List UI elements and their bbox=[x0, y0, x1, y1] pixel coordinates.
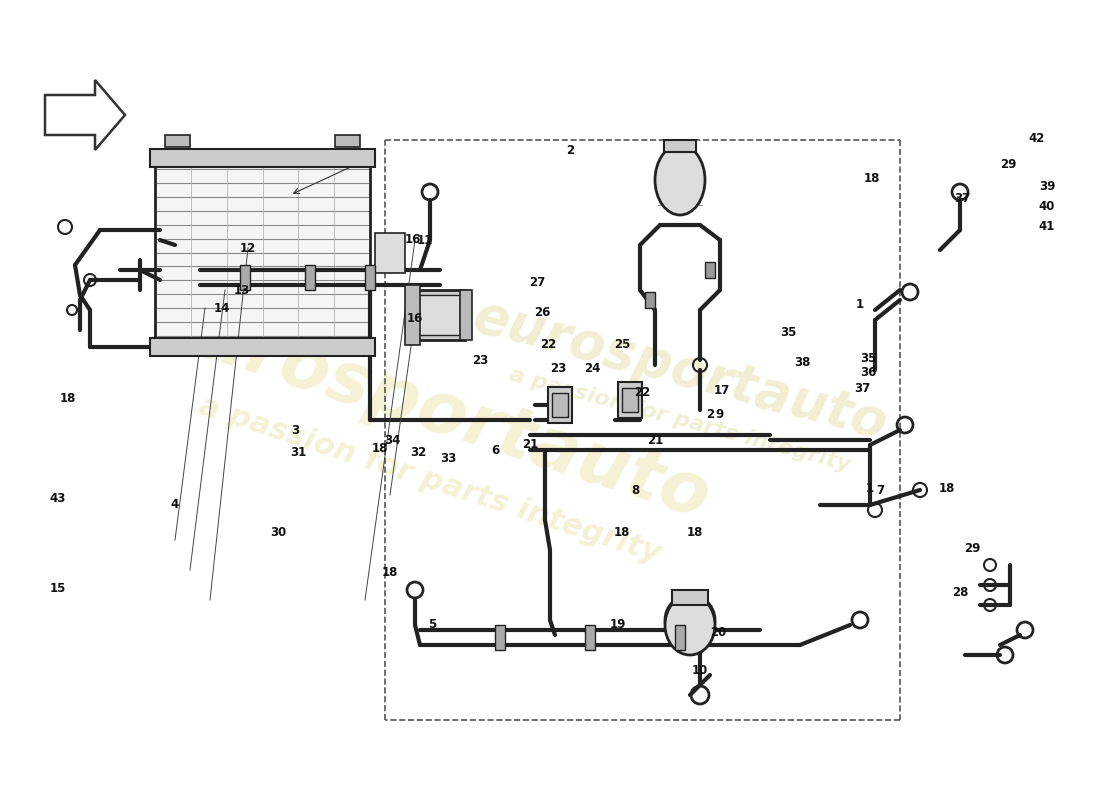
Text: 21: 21 bbox=[521, 438, 538, 451]
Ellipse shape bbox=[654, 145, 705, 215]
Text: 22: 22 bbox=[540, 338, 557, 351]
Text: 2: 2 bbox=[565, 143, 574, 157]
Text: 29: 29 bbox=[1000, 158, 1016, 171]
Text: a passion for parts integrity: a passion for parts integrity bbox=[196, 391, 664, 569]
Text: 41: 41 bbox=[1038, 221, 1055, 234]
Bar bbox=[675, 625, 685, 650]
Text: 13: 13 bbox=[234, 283, 250, 297]
Text: eurosportauto: eurosportauto bbox=[142, 287, 718, 533]
Text: 23: 23 bbox=[550, 362, 566, 374]
Bar bbox=[495, 625, 505, 650]
Text: a passion for parts integrity: a passion for parts integrity bbox=[507, 365, 852, 475]
Text: 33: 33 bbox=[440, 451, 456, 465]
Bar bbox=[672, 590, 708, 605]
Bar bbox=[405, 285, 420, 345]
Bar bbox=[415, 295, 460, 335]
Text: 37: 37 bbox=[854, 382, 870, 394]
Text: 18: 18 bbox=[382, 566, 398, 578]
Text: 18: 18 bbox=[686, 526, 703, 538]
Text: 30: 30 bbox=[270, 526, 286, 538]
Text: 39: 39 bbox=[1038, 181, 1055, 194]
Text: 37: 37 bbox=[954, 191, 970, 205]
Text: 31: 31 bbox=[290, 446, 306, 458]
Text: 18: 18 bbox=[59, 391, 76, 405]
Text: 22: 22 bbox=[634, 386, 650, 398]
Bar bbox=[155, 155, 370, 350]
Text: 29: 29 bbox=[964, 542, 980, 554]
Text: 3: 3 bbox=[290, 423, 299, 437]
Text: 36: 36 bbox=[860, 366, 877, 378]
Text: 27: 27 bbox=[529, 275, 546, 289]
Text: 32: 32 bbox=[410, 446, 426, 458]
Bar bbox=[645, 292, 654, 308]
Text: 5: 5 bbox=[428, 618, 436, 631]
Text: 26: 26 bbox=[534, 306, 550, 318]
Bar bbox=[240, 265, 250, 290]
Bar bbox=[618, 382, 642, 418]
Text: 7: 7 bbox=[876, 483, 884, 497]
Bar bbox=[165, 135, 190, 147]
Bar bbox=[375, 233, 405, 273]
Bar bbox=[460, 290, 472, 340]
Bar bbox=[585, 625, 595, 650]
Text: 11: 11 bbox=[417, 234, 433, 246]
Bar bbox=[305, 265, 315, 290]
Bar bbox=[336, 135, 360, 147]
Text: 24: 24 bbox=[584, 362, 601, 374]
Text: 28: 28 bbox=[952, 586, 968, 598]
Text: 16: 16 bbox=[407, 311, 424, 325]
Ellipse shape bbox=[666, 595, 715, 655]
Text: 4: 4 bbox=[170, 498, 179, 511]
Text: 35: 35 bbox=[860, 351, 877, 365]
Text: 43: 43 bbox=[50, 491, 66, 505]
Text: eurosportauto: eurosportauto bbox=[468, 290, 893, 450]
Bar bbox=[150, 149, 375, 167]
Text: 15: 15 bbox=[50, 582, 66, 594]
Text: 35: 35 bbox=[780, 326, 796, 338]
Bar bbox=[150, 338, 375, 356]
Text: 25: 25 bbox=[614, 338, 630, 351]
Text: 12: 12 bbox=[240, 242, 256, 254]
Text: 19: 19 bbox=[609, 618, 626, 631]
Text: 16: 16 bbox=[405, 233, 421, 246]
Circle shape bbox=[666, 595, 715, 645]
Text: 1: 1 bbox=[856, 298, 865, 311]
Text: 10: 10 bbox=[692, 663, 708, 677]
Text: 21: 21 bbox=[647, 434, 663, 446]
Bar bbox=[552, 393, 568, 417]
Bar bbox=[664, 140, 696, 152]
Text: 18: 18 bbox=[864, 171, 880, 185]
Bar bbox=[365, 265, 375, 290]
Text: 6: 6 bbox=[491, 443, 499, 457]
Text: 9: 9 bbox=[716, 409, 724, 422]
Text: 40: 40 bbox=[1038, 201, 1055, 214]
Bar bbox=[548, 387, 572, 423]
Text: 34: 34 bbox=[384, 434, 400, 446]
Text: 20: 20 bbox=[710, 626, 726, 638]
Text: 18: 18 bbox=[938, 482, 955, 494]
Text: 2: 2 bbox=[706, 409, 714, 422]
Text: 14: 14 bbox=[213, 302, 230, 314]
Bar bbox=[621, 388, 638, 412]
Text: 18: 18 bbox=[614, 526, 630, 538]
Bar bbox=[410, 290, 465, 340]
Text: 38: 38 bbox=[794, 355, 811, 369]
Text: 18: 18 bbox=[372, 442, 388, 454]
Bar bbox=[705, 262, 715, 278]
Text: 23: 23 bbox=[472, 354, 488, 366]
Text: 1: 1 bbox=[866, 482, 874, 494]
Polygon shape bbox=[45, 80, 125, 150]
Text: 8: 8 bbox=[631, 483, 639, 497]
Text: 42: 42 bbox=[1028, 131, 1045, 145]
Text: 17: 17 bbox=[714, 383, 730, 397]
